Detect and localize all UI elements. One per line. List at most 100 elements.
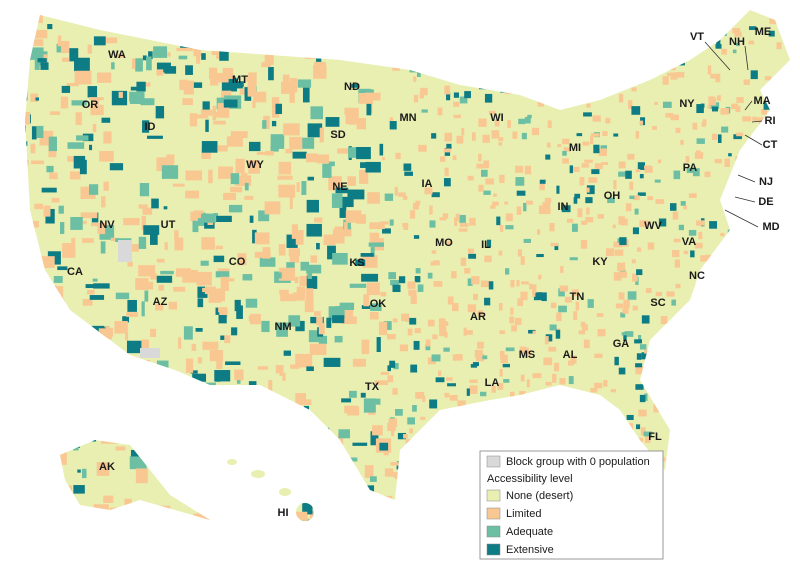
block-group xyxy=(783,188,790,192)
block-group xyxy=(694,242,703,249)
block-group xyxy=(712,483,719,492)
block-group xyxy=(514,317,522,325)
block-group xyxy=(249,510,253,521)
block-group xyxy=(737,277,746,286)
block-group xyxy=(546,142,551,148)
block-group xyxy=(668,39,675,48)
block-group xyxy=(519,62,524,68)
block-group xyxy=(156,360,169,374)
state-label: NM xyxy=(274,321,291,333)
block-group xyxy=(647,196,653,201)
block-group xyxy=(46,165,54,173)
block-group xyxy=(32,255,40,261)
block-group xyxy=(761,482,770,490)
block-group xyxy=(459,42,467,49)
legend: Block group with 0 population Accessibil… xyxy=(479,450,664,560)
block-group xyxy=(688,229,697,236)
block-group xyxy=(671,462,680,468)
block-group xyxy=(185,190,200,199)
block-group xyxy=(670,114,679,121)
block-group xyxy=(215,245,223,250)
block-group xyxy=(87,86,98,98)
block-group xyxy=(70,216,83,230)
block-group xyxy=(494,31,499,40)
block-group xyxy=(710,551,718,558)
block-group xyxy=(523,238,531,243)
block-group xyxy=(283,544,292,547)
block-group xyxy=(717,343,721,350)
block-group xyxy=(140,348,160,358)
block-group xyxy=(264,50,274,65)
block-group xyxy=(683,310,688,317)
block-group xyxy=(278,184,296,198)
block-group xyxy=(786,132,790,140)
block-group xyxy=(439,327,447,337)
block-group xyxy=(707,65,712,75)
block-group xyxy=(455,451,464,457)
state-label: WI xyxy=(490,112,503,124)
block-group xyxy=(196,519,214,521)
block-group xyxy=(440,156,446,162)
block-group xyxy=(384,468,394,477)
block-group xyxy=(306,223,322,237)
block-group xyxy=(289,88,295,103)
block-group xyxy=(764,76,772,81)
block-group xyxy=(249,215,254,223)
block-group xyxy=(90,104,104,116)
block-group xyxy=(248,141,261,152)
block-group xyxy=(127,299,137,312)
block-group xyxy=(302,10,309,17)
block-group xyxy=(211,47,222,56)
legend-label: Block group with 0 population xyxy=(506,456,650,468)
block-group xyxy=(671,409,680,416)
block-group xyxy=(387,375,394,383)
block-group xyxy=(728,318,732,325)
block-group xyxy=(724,158,730,167)
block-group xyxy=(319,453,324,460)
block-group xyxy=(304,46,317,59)
block-group xyxy=(258,210,270,222)
block-group xyxy=(565,73,574,83)
block-group xyxy=(685,329,693,333)
block-group xyxy=(389,117,394,121)
block-group xyxy=(590,416,600,421)
block-group xyxy=(277,50,287,54)
block-group xyxy=(285,148,293,154)
block-group xyxy=(284,424,295,436)
block-group xyxy=(114,321,128,334)
block-group xyxy=(5,523,10,531)
block-group xyxy=(500,84,509,93)
block-group xyxy=(654,101,658,105)
state-label: MO xyxy=(435,237,453,249)
block-group xyxy=(780,495,786,503)
block-group xyxy=(109,163,124,171)
state-label: VA xyxy=(682,236,697,248)
block-group xyxy=(262,247,271,259)
block-group xyxy=(60,322,73,333)
block-group xyxy=(562,151,567,156)
block-group xyxy=(210,517,214,521)
block-group xyxy=(361,339,370,355)
block-group xyxy=(223,192,236,201)
block-group xyxy=(123,410,130,416)
block-group xyxy=(780,219,786,226)
block-group xyxy=(250,15,265,28)
block-group xyxy=(62,539,78,553)
block-group xyxy=(432,260,440,266)
block-group xyxy=(100,396,118,403)
block-group xyxy=(696,104,704,114)
block-group xyxy=(363,294,370,307)
block-group xyxy=(182,98,193,106)
block-group xyxy=(172,183,185,187)
leader-lines xyxy=(704,41,763,228)
block-group xyxy=(234,369,244,381)
block-group xyxy=(181,10,187,11)
block-group xyxy=(278,267,296,281)
block-group xyxy=(248,381,257,389)
block-group xyxy=(773,343,782,349)
block-group xyxy=(138,204,148,209)
block-group xyxy=(413,94,419,103)
block-group xyxy=(85,284,98,289)
block-group xyxy=(144,290,149,302)
block-group xyxy=(755,444,759,453)
